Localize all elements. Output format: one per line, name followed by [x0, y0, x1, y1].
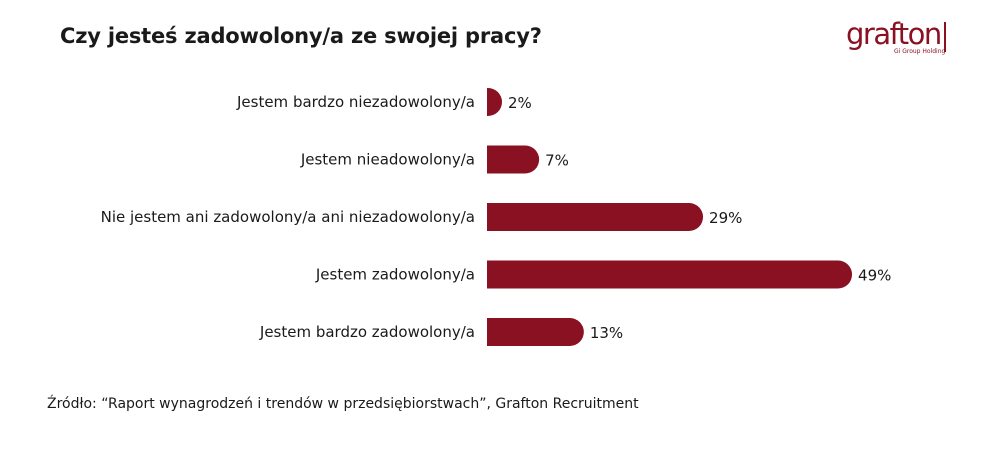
value-label: 13% [590, 324, 623, 342]
category-label: Jestem nieadowolony/a [300, 151, 475, 169]
logo-divider [944, 22, 946, 52]
bar [487, 260, 853, 289]
bar [487, 145, 540, 174]
value-label: 7% [545, 152, 569, 170]
bar [487, 318, 584, 346]
logo-wordmark: grafton [846, 17, 942, 51]
category-label: Jestem bardzo zadowolony/a [259, 323, 475, 341]
bar [487, 203, 704, 231]
source-note: Źródło: “Raport wynagrodzeń i trendów w … [47, 396, 639, 412]
logo-subtitle: Gi Group Holding [894, 48, 946, 55]
category-label: Jestem zadowolony/a [315, 266, 475, 284]
bar-chart: Jestem bardzo niezadowolony/a 2% Jestem ni… [101, 88, 891, 346]
grafton-logo: grafton Gi Group Holding [846, 18, 956, 58]
chart-title: Czy jesteś zadowolony/a ze swojej pracy? [60, 24, 542, 48]
bar [487, 88, 502, 116]
category-label: Nie jestem ani zadowolony/a ani niezadow… [101, 208, 475, 226]
value-label: 29% [709, 209, 742, 227]
value-label: 49% [858, 267, 891, 285]
category-label: Jestem bardzo niezadowolony/a [236, 93, 475, 111]
value-label: 2% [508, 94, 532, 112]
